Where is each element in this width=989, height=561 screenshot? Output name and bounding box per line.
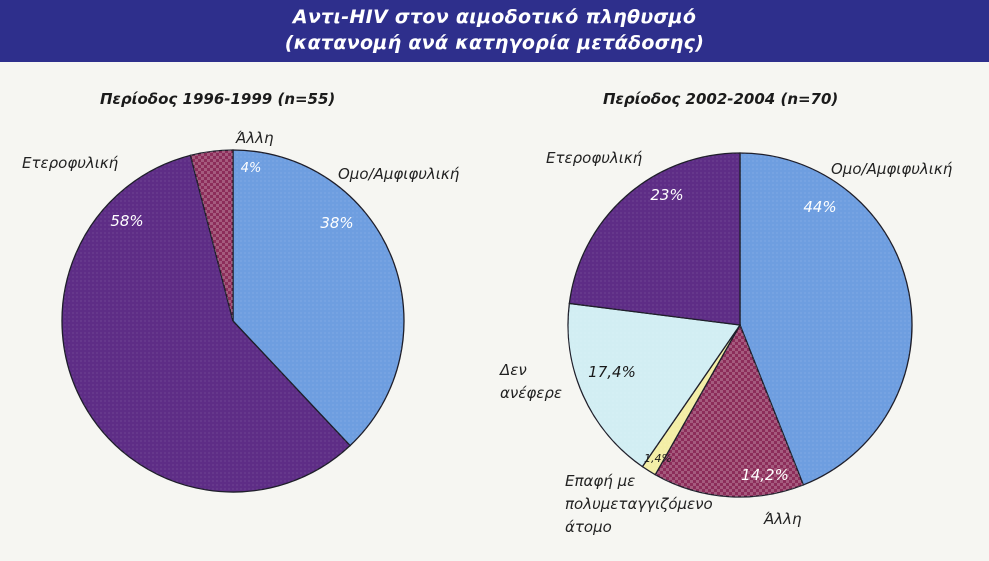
category-label-ομο-αμφιφυλική: Ομο/Αμφιφυλική <box>831 160 953 178</box>
pie2-title: Περίοδος 2002-2004 (n=70) <box>603 90 839 108</box>
slice-άλλη-texture <box>655 325 804 497</box>
pie-chart-1996-1999: 38% 58% 4% Ομο/Αμφιφυλική Ετεροφυλική Άλλη <box>22 129 460 493</box>
value-label-ομο-αμφιφυλική: 38% <box>320 214 353 232</box>
pie-chart-2002-2004: 44% 14,2% 1,4% 17,4% 23% Ομο/Αμφιφυλική Άλλη Επ… <box>499 149 953 536</box>
category-label-δεν-ανέφερε: Δεν ανέφερε <box>499 361 562 402</box>
header-title-line1: Αντι-HIV στον αιμοδοτικό πληθυσμό <box>292 6 697 28</box>
slice-ομο-αμφιφυλική-texture <box>233 150 404 446</box>
slice-ομο-αμφιφυλική-texture <box>740 153 912 485</box>
category-label-ομο-αμφιφυλική: Ομο/Αμφιφυλική <box>338 165 460 183</box>
pie1-title: Περίοδος 1996-1999 (n=55) <box>100 90 336 108</box>
category-label-ετεροφυλική: Ετεροφυλική <box>546 149 643 167</box>
category-label-ετεροφυλική: Ετεροφυλική <box>22 154 119 172</box>
value-label-δεν-ανέφερε: 17,4% <box>588 363 636 381</box>
slice-δεν-ανέφερε-texture <box>568 303 740 467</box>
slice-επαφή-με-πολυμεταγγιζόμενο-άτομο-texture <box>642 325 740 475</box>
chart-header: Αντι-HIV στον αιμοδοτικό πληθυσμό (καταν… <box>0 0 989 62</box>
category-label-άλλη: Άλλη <box>763 510 802 528</box>
value-label-άλλη: 14,2% <box>741 466 789 484</box>
value-label-επαφή-με-πολυμεταγγιζόμενο-άτομο: 1,4% <box>644 452 672 465</box>
header-title-line2: (κατανομή ανά κατηγορία μετάδοσης) <box>284 32 705 54</box>
value-label-ετεροφυλική: 58% <box>110 212 143 230</box>
slice-ετεροφυλική-texture <box>62 155 351 492</box>
value-label-άλλη: 4% <box>241 161 262 176</box>
slice-άλλη-texture <box>190 150 233 321</box>
slice-ετεροφυλική-texture <box>569 153 740 325</box>
value-label-ομο-αμφιφυλική: 44% <box>803 198 836 216</box>
value-label-ετεροφυλική: 23% <box>650 186 683 204</box>
category-label-άλλη: Άλλη <box>235 129 274 147</box>
category-label-επαφή-με-πολυμεταγγιζόμενο-άτομο: Επαφή με πολυμεταγγιζόμενο άτομο <box>565 472 713 536</box>
